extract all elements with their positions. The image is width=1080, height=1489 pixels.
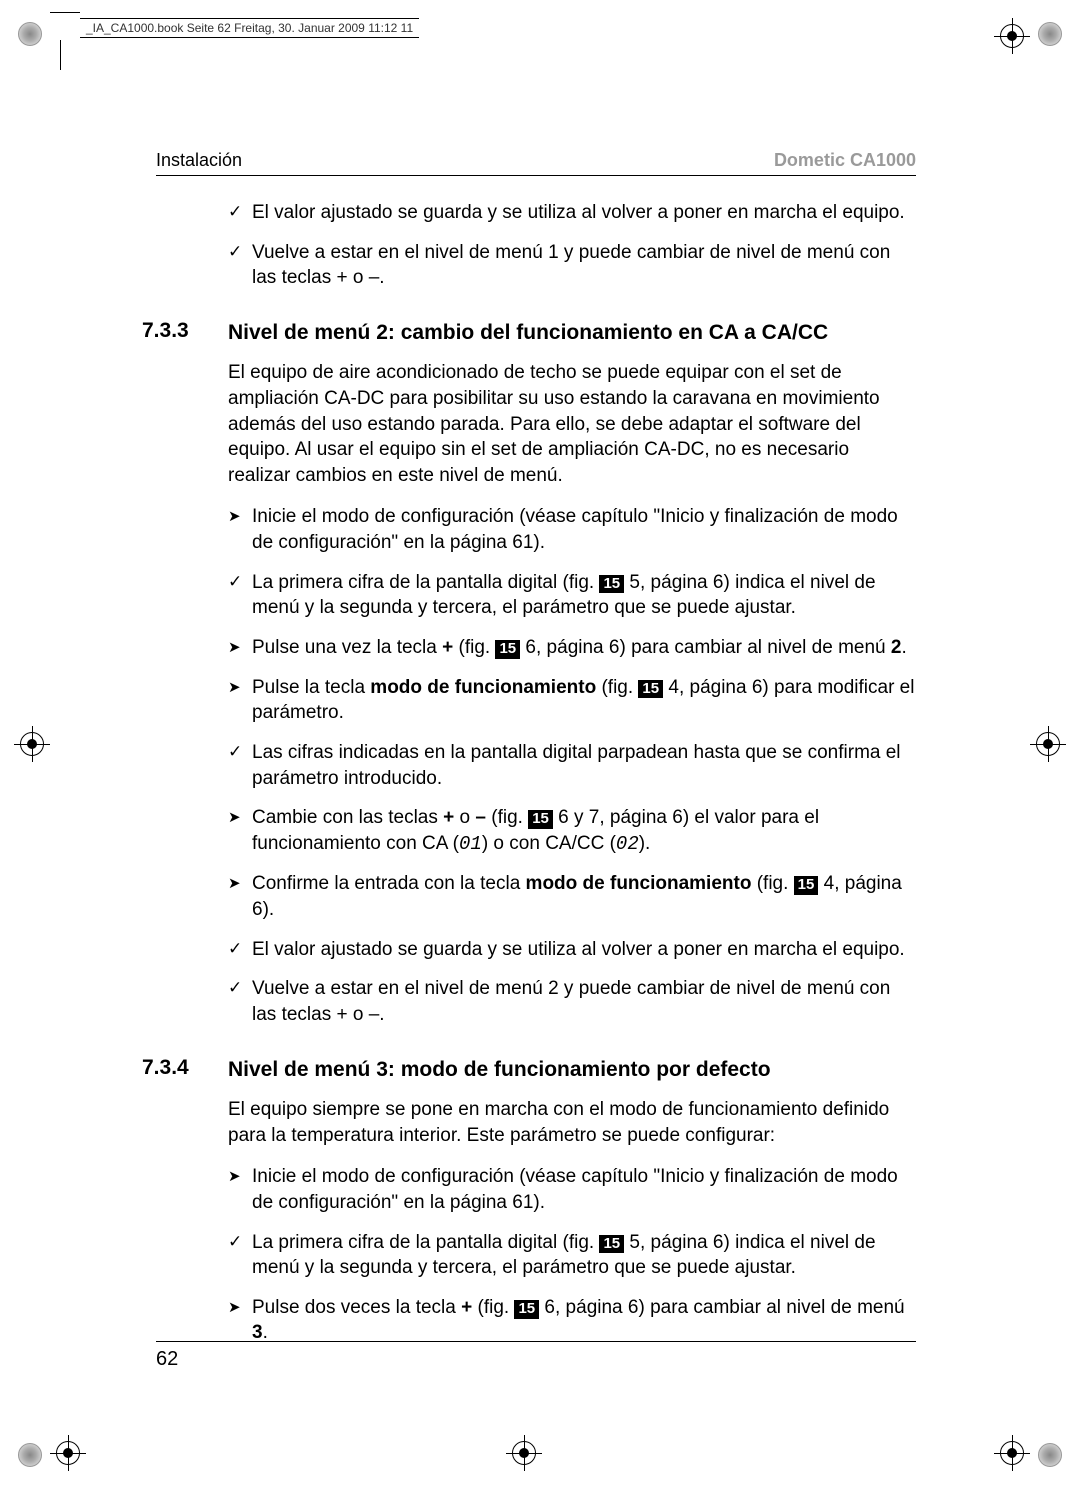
page-content: Instalación Dometic CA1000 El valor ajus…	[156, 150, 916, 1360]
section-title: Nivel de menú 3: modo de funcionamiento …	[228, 1056, 771, 1083]
list-text: Pulse una vez la tecla + (fig. 15 6, pág…	[252, 635, 916, 661]
list-item: El valor ajustado se guarda y se utiliza…	[228, 200, 916, 226]
text-fragment: o	[454, 807, 475, 828]
text-fragment: (fig.	[453, 637, 495, 658]
section-number: 7.3.3	[142, 319, 228, 343]
header-product-name: Dometic CA1000	[774, 150, 916, 171]
page-number: 62	[156, 1341, 916, 1371]
text-fragment: Confirme la entrada con la tecla	[252, 873, 526, 894]
text-fragment: La primera cifra de la pantalla digital …	[252, 1232, 599, 1253]
list-item: Vuelve a estar en el nivel de menú 1 y p…	[228, 240, 916, 291]
check-icon	[228, 200, 252, 223]
section-734-list: Inicie el modo de configuración (véase c…	[228, 1164, 916, 1346]
arrow-icon	[228, 1164, 252, 1187]
section-number: 7.3.4	[142, 1056, 228, 1080]
figure-badge: 15	[599, 575, 624, 594]
figure-badge: 15	[794, 876, 819, 895]
list-text: Vuelve a estar en el nivel de menú 2 y p…	[252, 976, 916, 1027]
crop-line	[60, 40, 61, 70]
continuation-list: El valor ajustado se guarda y se utiliza…	[228, 200, 916, 291]
arrow-icon	[228, 504, 252, 527]
section-733-list: Inicie el modo de configuración (véase c…	[228, 504, 916, 1027]
key-mode: modo de funcionamiento	[370, 677, 596, 698]
text-fragment: 6, página 6) para cambiar al nivel de me…	[520, 637, 891, 658]
text-fragment: Pulse la tecla	[252, 677, 370, 698]
section-title: Nivel de menú 2: cambio del funcionamien…	[228, 319, 828, 346]
check-icon	[228, 937, 252, 960]
registration-mark	[510, 1439, 538, 1467]
text-fragment: ) o con CA/CC (	[482, 833, 616, 854]
crop-circle	[1038, 1443, 1062, 1467]
list-text: La primera cifra de la pantalla digital …	[252, 570, 916, 621]
list-text: El valor ajustado se guarda y se utiliza…	[252, 200, 916, 226]
crop-circle	[18, 22, 42, 46]
list-text: Las cifras indicadas en la pantalla digi…	[252, 740, 916, 791]
figure-badge: 15	[514, 1300, 539, 1319]
key-plus: +	[461, 1297, 472, 1318]
registration-mark	[54, 1439, 82, 1467]
list-text: La primera cifra de la pantalla digital …	[252, 1230, 916, 1281]
section-paragraph: El equipo de aire acondicionado de techo…	[228, 360, 916, 488]
check-icon	[228, 570, 252, 593]
list-text: Cambie con las teclas + o – (fig. 15 6 y…	[252, 805, 916, 857]
check-icon	[228, 976, 252, 999]
list-text: Inicie el modo de configuración (véase c…	[252, 1164, 916, 1215]
section-paragraph: El equipo siempre se pone en marcha con …	[228, 1097, 916, 1148]
arrow-icon	[228, 635, 252, 658]
list-text: El valor ajustado se guarda y se utiliza…	[252, 937, 916, 963]
key-plus: +	[443, 807, 454, 828]
page-header: Instalación Dometic CA1000	[156, 150, 916, 176]
registration-mark	[18, 730, 46, 758]
text-fragment: (fig.	[751, 873, 793, 894]
registration-mark	[1034, 730, 1062, 758]
text-fragment: Pulse dos veces la tecla	[252, 1297, 461, 1318]
text-fragment: ).	[639, 833, 651, 854]
section-heading-733: 7.3.3 Nivel de menú 2: cambio del funcio…	[156, 319, 916, 346]
figure-badge: 15	[638, 680, 663, 699]
key-mode: modo de funcionamiento	[526, 873, 752, 894]
list-text: Pulse la tecla modo de funcionamiento (f…	[252, 675, 916, 726]
check-icon	[228, 740, 252, 763]
text-fragment: .	[901, 637, 906, 658]
key-minus: –	[475, 807, 486, 828]
list-text: Pulse dos veces la tecla + (fig. 15 6, p…	[252, 1295, 916, 1346]
crop-circle	[1038, 22, 1062, 46]
text-fragment: La primera cifra de la pantalla digital …	[252, 572, 599, 593]
text-fragment: (fig.	[472, 1297, 514, 1318]
figure-badge: 15	[599, 1235, 624, 1254]
crop-circle	[18, 1443, 42, 1467]
arrow-icon	[228, 675, 252, 698]
check-icon	[228, 240, 252, 263]
text-fragment: 6, página 6) para cambiar al nivel de me…	[539, 1297, 904, 1318]
text-fragment: (fig.	[596, 677, 638, 698]
check-icon	[228, 1230, 252, 1253]
lcd-value-01: 01	[459, 833, 482, 855]
list-text: Confirme la entrada con la tecla modo de…	[252, 871, 916, 922]
list-text: Inicie el modo de configuración (véase c…	[252, 504, 916, 555]
menu-level: 2	[891, 637, 902, 658]
arrow-icon	[228, 871, 252, 894]
lcd-value-02: 02	[616, 833, 639, 855]
header-section-title: Instalación	[156, 150, 242, 171]
text-fragment: (fig.	[486, 807, 528, 828]
figure-badge: 15	[495, 640, 520, 659]
section-heading-734: 7.3.4 Nivel de menú 3: modo de funcionam…	[156, 1056, 916, 1083]
figure-badge: 15	[528, 810, 553, 829]
text-fragment: Cambie con las teclas	[252, 807, 443, 828]
arrow-icon	[228, 805, 252, 828]
list-text: Vuelve a estar en el nivel de menú 1 y p…	[252, 240, 916, 291]
registration-mark	[998, 1439, 1026, 1467]
text-fragment: Pulse una vez la tecla	[252, 637, 442, 658]
crop-line	[50, 12, 80, 13]
key-plus: +	[442, 637, 453, 658]
arrow-icon	[228, 1295, 252, 1318]
file-meta-line: _IA_CA1000.book Seite 62 Freitag, 30. Ja…	[80, 18, 419, 38]
registration-mark	[998, 22, 1026, 50]
